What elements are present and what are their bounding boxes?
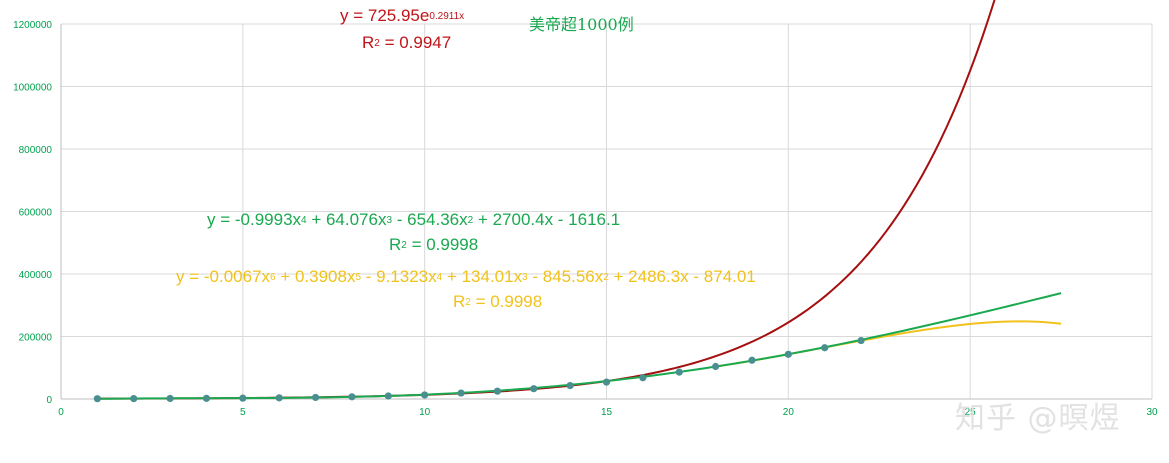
equation-exponent: 3 [522,272,528,283]
grid-lines [61,23,1153,399]
watermark: 知乎 @暝煜 [955,401,1121,436]
y-tick-label: 800000 [19,145,53,156]
equation-exponent: 4 [436,272,443,283]
x-tick-label: 15 [601,407,613,418]
poly6-r2: R2 = 0.9998 [453,292,542,312]
data-point [130,394,138,403]
x-tick-label: 30 [1146,407,1158,418]
trend-line-exp [97,0,996,400]
y-tick-label: 1200000 [13,20,52,31]
x-tick-label: 0 [58,407,64,418]
exp-equation-base: y = 725.95e [340,6,430,25]
data-point [712,362,720,371]
data-point [821,344,829,352]
data-point [639,374,647,382]
data-point [311,393,320,402]
data-point [530,385,538,393]
x-tick-label: 25 [965,407,977,418]
x-tick-label: 10 [419,407,431,418]
data-point [675,368,683,376]
poly6-r2-prefix: R [453,292,466,311]
exp-equation: y = 725.95e0.2911x [340,6,464,26]
poly4-r2: R2 = 0.9998 [389,235,478,255]
equation-exponent: 5 [355,272,362,283]
exp-r2: R2 = 0.9947 [362,33,451,53]
equation-term: y = -0.0067x [176,267,271,286]
poly4-r2-prefix: R [389,235,402,254]
equation-term: + 2486.3x - 874.01 [608,267,756,286]
data-point [93,395,101,403]
data-point [421,391,429,399]
y-tick-label: 600000 [19,208,53,219]
equation-term: + 64.076x [306,210,387,229]
equation-exponent: 4 [301,215,307,226]
data-point [457,389,465,397]
trend-line-poly6 [715,320,1062,368]
data-point [384,392,392,400]
poly4-r2-sup: 2 [401,240,407,251]
data-point [493,387,501,395]
equation-exponent: 6 [270,272,276,283]
equation-term: + 134.01x [442,267,523,286]
equation-term: + 0.3908x [275,267,356,286]
equation-term: - 845.56x [527,267,604,286]
poly4-r2-value: = 0.9998 [406,235,479,254]
data-point [857,336,865,345]
y-tick-label: 200000 [19,333,53,344]
x-tick-label: 20 [783,407,795,418]
data-point [784,350,792,358]
equation-term: - 9.1323x [361,267,437,286]
data-point [275,394,283,402]
data-points [93,336,865,403]
equation-term: - 654.36x [392,210,468,229]
poly6-r2-sup: 2 [465,297,471,308]
trend-lines [97,0,1062,400]
chart-title: 美帝超1000例 [529,15,634,34]
equation-term: y = -0.9993x [207,210,302,229]
trend-line-poly4 [97,292,1062,400]
y-tick-label: 0 [46,395,52,406]
data-point [748,356,756,364]
equation-exponent: 2 [603,272,609,283]
y-tick-label: 1000000 [13,83,52,94]
data-point [202,394,211,402]
exp-r2-sup: 2 [374,38,380,49]
data-point [239,394,247,402]
tick-labels: 0 200000 400000 600000 800000 1000000 1200000 0… [13,20,1158,418]
data-point [566,381,574,390]
equation-exponent: 2 [467,215,474,226]
exp-equation-exponent: 0.2911x [429,11,465,22]
poly6-equation: y = -0.0067x6 + 0.3908x5 - 9.1323x4 + 13… [176,267,756,287]
exp-r2-value: = 0.9947 [379,33,452,52]
equation-exponent: 3 [386,215,393,226]
poly6-r2-value: = 0.9998 [470,292,543,311]
data-point [348,393,356,401]
x-tick-label: 5 [240,407,246,418]
data-point [166,394,174,403]
data-point [602,378,611,386]
y-tick-label: 400000 [19,270,53,281]
poly4-equation: y = -0.9993x4 + 64.076x3 - 654.36x2 + 27… [207,210,620,230]
equation-term: + 2700.4x - 1616.1 [473,210,621,229]
exp-r2-prefix: R [362,33,375,52]
